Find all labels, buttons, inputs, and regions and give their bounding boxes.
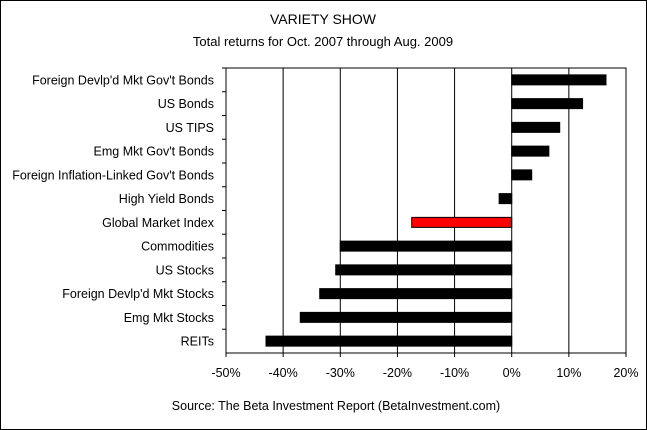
bar [511, 98, 584, 110]
category-label: REITs [181, 335, 214, 349]
category-label: Commodities [141, 240, 214, 254]
category-label: Emg Mkt Gov't Bonds [94, 145, 214, 159]
bar [335, 264, 513, 276]
category-label: Foreign Devlp'd Mkt Gov't Bonds [32, 73, 214, 87]
chart-title: VARIETY SHOW [270, 11, 377, 27]
gridlines [225, 68, 627, 357]
category-label: Foreign Inflation-Linked Gov't Bonds [12, 168, 214, 182]
tick-label: -40% [269, 366, 298, 380]
bar [498, 193, 513, 205]
category-label: Foreign Devlp'd Mkt Stocks [62, 287, 214, 301]
plot-area [225, 67, 627, 354]
chart-subtitle: Total returns for Oct. 2007 through Aug.… [193, 34, 453, 49]
category-label: Global Market Index [102, 216, 215, 230]
tick-labels: -50% -40% -30% -20% -10% 0% 10% 20% [211, 366, 638, 380]
category-label: US TIPS [166, 121, 214, 135]
tick-label: -30% [326, 366, 355, 380]
chart-source: Source: The Beta Investment Report (Beta… [172, 399, 500, 413]
tick-label: 10% [556, 366, 581, 380]
bar [265, 335, 513, 347]
bar [511, 169, 533, 181]
category-label: US Bonds [158, 97, 214, 111]
bar [339, 240, 513, 252]
bar [511, 74, 607, 86]
tick-label: 0% [503, 366, 521, 380]
bar [411, 216, 513, 228]
bar [511, 145, 550, 157]
tick-label: -20% [383, 366, 412, 380]
category-label: Emg Mkt Stocks [124, 311, 214, 325]
bar [299, 311, 513, 323]
bar [319, 288, 513, 300]
tick-label: -50% [211, 366, 240, 380]
category-labels: Foreign Devlp'd Mkt Gov't Bonds US Bonds U… [12, 67, 226, 349]
tick-label: -10% [440, 366, 469, 380]
category-label: US Stocks [156, 263, 214, 277]
bars [265, 74, 607, 347]
category-label: High Yield Bonds [119, 192, 214, 206]
bar [511, 121, 561, 133]
tick-label: 20% [613, 366, 638, 380]
